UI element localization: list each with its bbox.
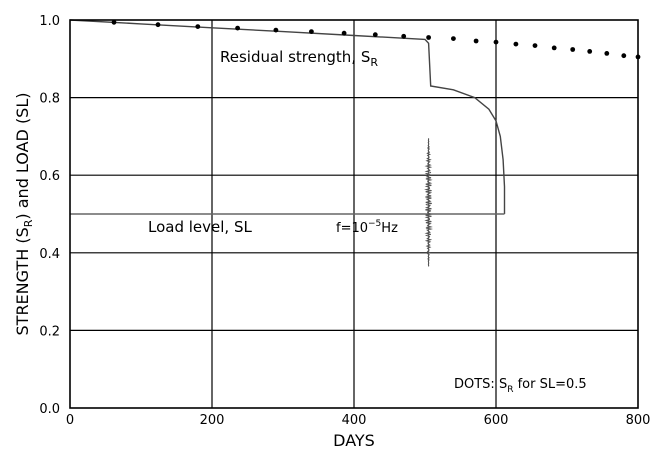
- dots-legend-prefix: DOTS: S: [454, 377, 507, 392]
- frequency-prefix: f=10: [336, 221, 368, 236]
- residual-strength-subscript: R: [370, 56, 378, 69]
- x-tick-label: 0: [66, 413, 74, 428]
- residual-strength-dot: [274, 28, 279, 33]
- x-tick-label: 200: [200, 413, 225, 428]
- residual-strength-dot: [401, 34, 406, 39]
- y-axis-title-part-a: STRENGTH (S: [13, 227, 32, 335]
- y-tick-label: 1.0: [39, 14, 60, 29]
- residual-strength-dot: [514, 42, 519, 47]
- residual-strength-dot: [195, 24, 200, 29]
- residual-strength-label: Residual strength, SR: [220, 48, 378, 69]
- x-tick-label: 400: [342, 413, 367, 428]
- residual-strength-dot: [426, 35, 431, 40]
- residual-strength-dot: [570, 47, 575, 52]
- residual-strength-dot: [587, 49, 592, 54]
- frequency-label: f=10−5Hz: [336, 219, 398, 236]
- residual-strength-dot: [451, 36, 456, 41]
- residual-strength-dot: [309, 29, 314, 34]
- residual-strength-dot: [494, 40, 499, 45]
- y-tick-label: 0.6: [39, 169, 60, 184]
- y-tick-label: 0.2: [39, 324, 60, 339]
- residual-strength-dot: [621, 53, 626, 58]
- residual-strength-dot: [373, 32, 378, 37]
- y-tick-label: 0.0: [39, 402, 60, 417]
- y-tick-label: 0.4: [39, 247, 60, 262]
- frequency-unit: Hz: [381, 221, 398, 236]
- residual-strength-dot: [533, 43, 538, 48]
- x-axis-title: DAYS: [333, 431, 375, 450]
- dots-legend-suffix: for SL=0.5: [513, 377, 586, 392]
- frequency-exponent: −5: [368, 219, 381, 229]
- residual-strength-dot: [342, 31, 347, 36]
- x-tick-label: 800: [626, 413, 651, 428]
- dots-legend-label: DOTS: SR for SL=0.5: [454, 377, 587, 395]
- residual-strength-dot: [235, 26, 240, 31]
- residual-strength-dot: [604, 51, 609, 56]
- load-level-label: Load level, SL: [148, 218, 252, 236]
- x-tick-label: 600: [484, 413, 509, 428]
- y-tick-label: 0.8: [39, 92, 60, 107]
- y-axis-title-part-b: ) and LOAD (SL): [13, 93, 32, 220]
- residual-strength-dot: [474, 39, 479, 44]
- residual-strength-text: Residual strength, S: [220, 48, 370, 66]
- residual-strength-dot: [552, 46, 557, 51]
- y-axis-title: STRENGTH (SR) and LOAD (SL): [13, 93, 35, 336]
- residual-strength-dot: [156, 22, 161, 27]
